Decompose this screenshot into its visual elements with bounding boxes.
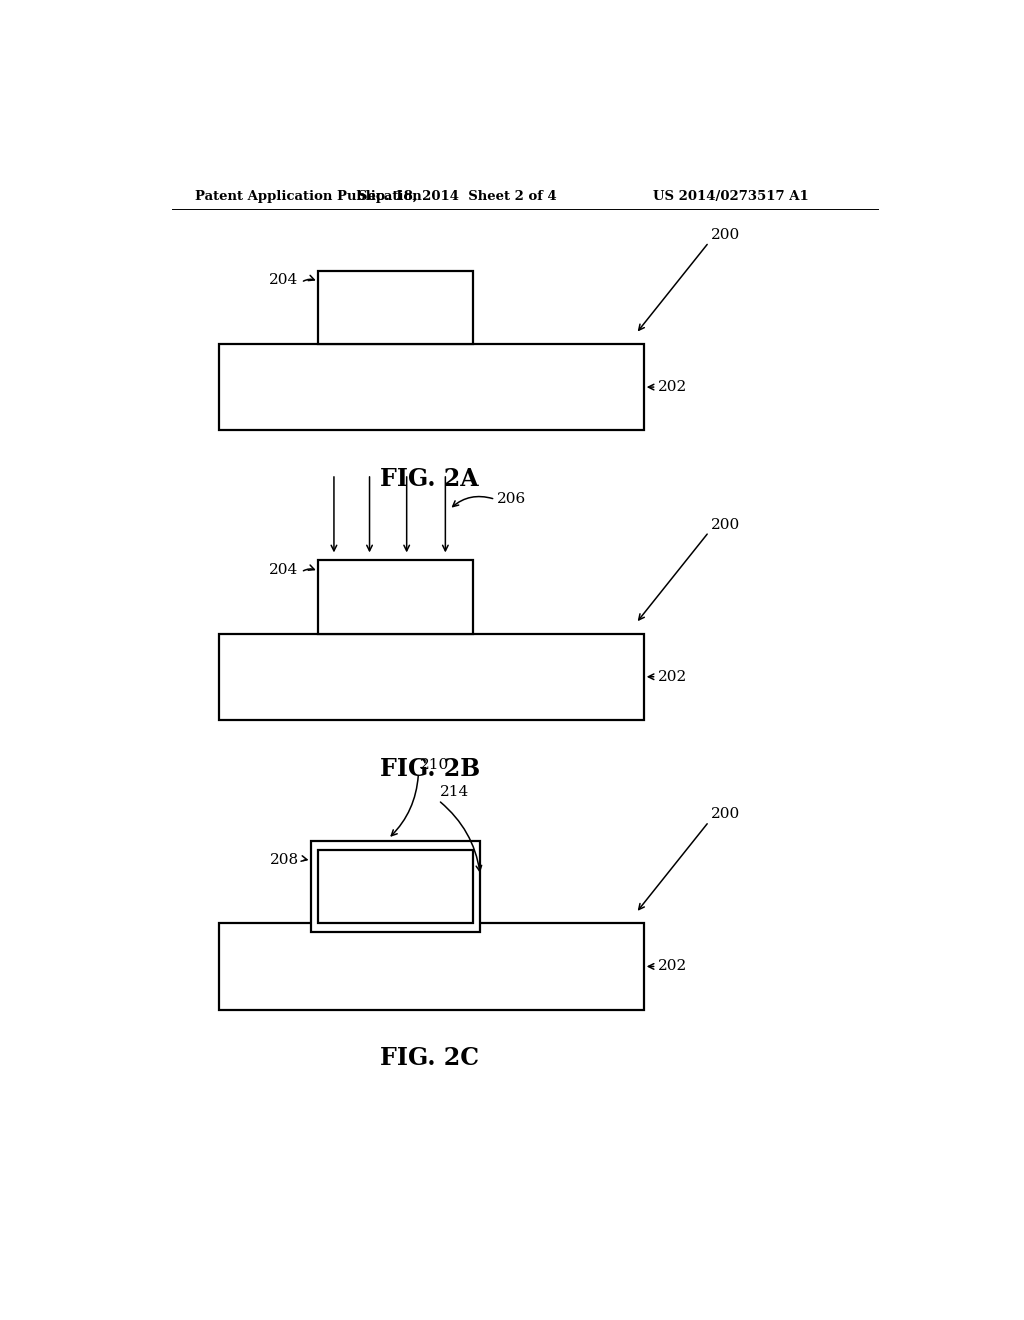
Bar <box>318 561 473 634</box>
Text: 206: 206 <box>497 492 526 507</box>
Text: 202: 202 <box>658 380 687 395</box>
Text: 208: 208 <box>269 853 299 867</box>
Text: 214: 214 <box>440 785 469 799</box>
Text: FIG. 2A: FIG. 2A <box>380 467 479 491</box>
Text: US 2014/0273517 A1: US 2014/0273517 A1 <box>653 190 809 202</box>
Bar <box>311 841 480 932</box>
Text: FIG. 2C: FIG. 2C <box>380 1047 479 1071</box>
Bar <box>318 271 473 345</box>
Text: FIG. 2B: FIG. 2B <box>380 756 479 780</box>
Text: 202: 202 <box>658 669 687 684</box>
Text: Patent Application Publication: Patent Application Publication <box>196 190 422 202</box>
Text: 200: 200 <box>712 228 740 242</box>
Text: 200: 200 <box>712 808 740 821</box>
Text: 204: 204 <box>269 273 299 288</box>
Bar <box>318 850 473 923</box>
Text: Sep. 18, 2014  Sheet 2 of 4: Sep. 18, 2014 Sheet 2 of 4 <box>358 190 557 202</box>
Bar <box>219 923 644 1010</box>
Bar <box>219 345 644 430</box>
Bar <box>318 850 473 923</box>
Text: 200: 200 <box>712 517 740 532</box>
Text: 210: 210 <box>420 758 450 772</box>
Text: 204: 204 <box>269 564 299 577</box>
Bar <box>219 634 644 719</box>
Text: 202: 202 <box>658 960 687 973</box>
